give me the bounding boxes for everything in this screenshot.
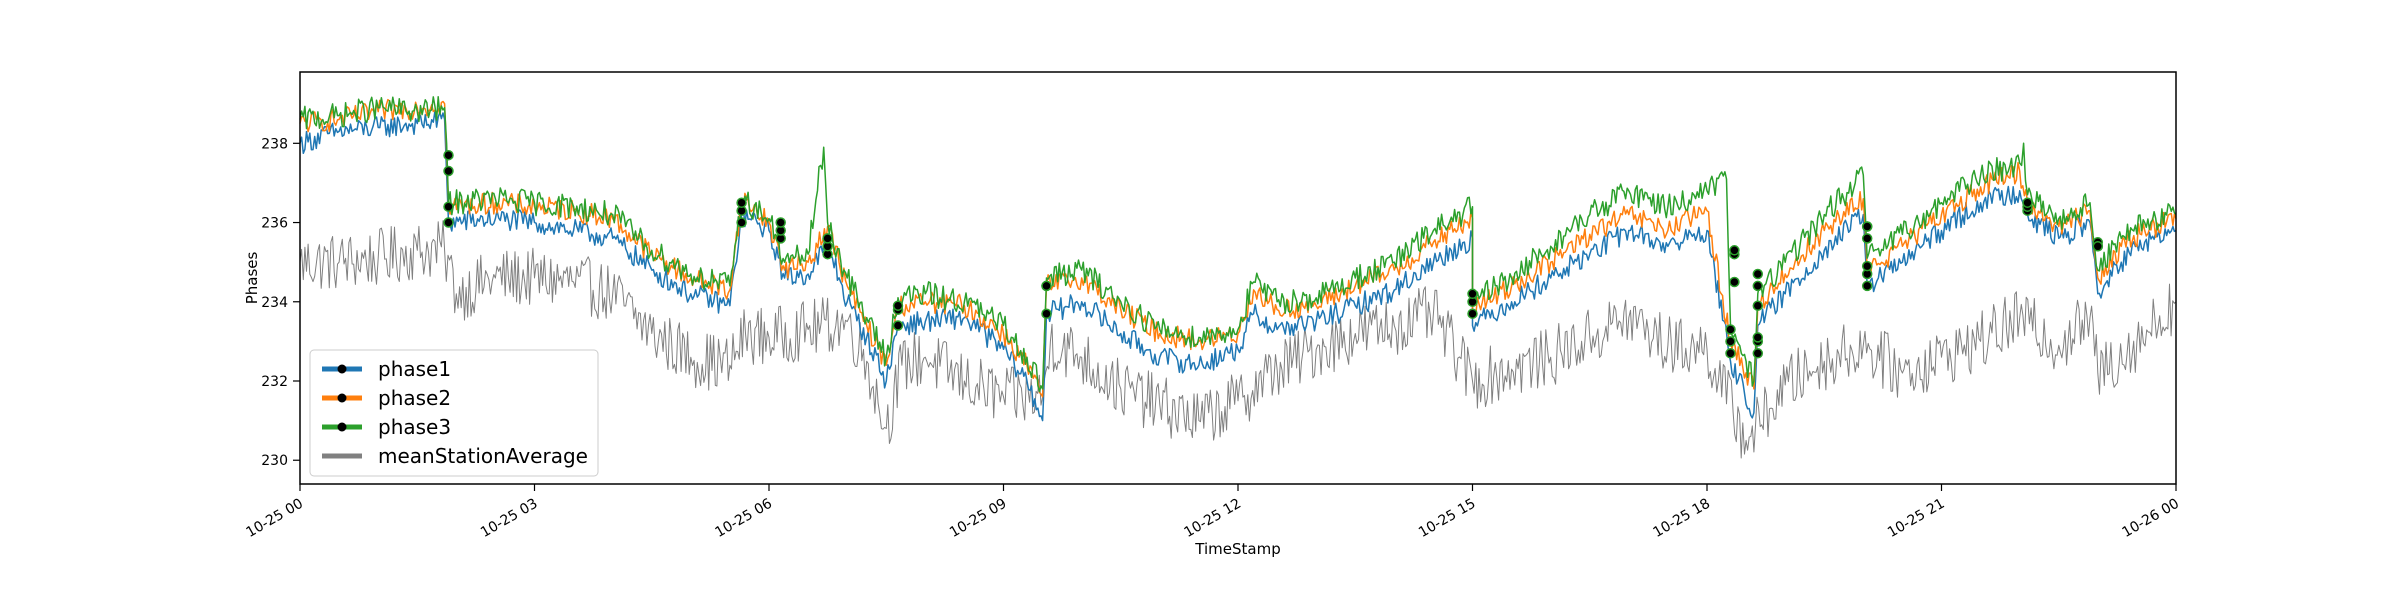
event-marker-phase1 [892,320,904,331]
event-marker-phase3 [2092,241,2104,252]
y-axis: 230 232 234 236 238 [261,136,300,469]
event-marker-phase1 [1729,276,1740,288]
y-axis-label: Phases [243,252,261,305]
event-marker-phase1 [1752,300,1764,311]
legend-marker-phase3 [337,422,347,432]
legend-label-phase2: phase2 [378,386,451,410]
legend-box [309,349,599,477]
event-marker-phase3 [1861,221,1873,232]
legend: phase1 phase2 phase3 meanStationAverage [309,349,599,477]
event-marker-phase1 [1725,348,1736,359]
legend-label-phase3: phase3 [378,415,451,439]
legend-marker-phase2 [337,393,347,403]
marker-layer [443,149,2104,359]
legend-label-meanStationAverage: meanStationAverage [378,444,588,468]
event-marker-phase1 [443,217,454,228]
series-line-phase3 [299,96,2177,393]
event-marker-phase3 [443,201,454,212]
event-marker-phase3 [822,233,833,244]
y-tick-label: 232 [261,374,288,390]
x-axis-label: TimeStamp [1194,540,1280,558]
event-marker-phase2 [1725,336,1736,347]
y-tick-label: 230 [261,453,288,469]
event-marker-phase3 [1041,280,1052,292]
event-marker-phase1 [1041,308,1052,319]
event-marker-phase3 [1467,288,1478,300]
event-marker-phase3 [736,197,747,208]
legend-label-phase1: phase1 [378,357,451,381]
legend-marker-phase1 [337,364,347,374]
event-marker-phase3 [775,217,786,228]
event-marker-phase1 [1752,348,1764,359]
event-marker-phase2 [443,165,454,177]
event-marker-phase2 [1752,280,1764,292]
event-marker-phase1 [736,217,747,228]
event-marker-phase1 [1861,233,1873,244]
event-marker-phase1 [1861,280,1873,292]
event-marker-phase3 [892,300,904,311]
event-marker-phase3 [1729,245,1740,256]
event-marker-phase3 [443,149,454,161]
y-tick-label: 238 [261,136,288,152]
event-marker-phase3 [1752,332,1764,343]
y-tick-label: 234 [261,295,288,311]
event-marker-phase3 [1861,260,1873,272]
event-marker-phase1 [1467,308,1478,319]
event-marker-phase3 [1752,268,1764,280]
event-marker-phase3 [1725,324,1736,335]
series-line-meanStationAverage [299,220,2177,459]
event-marker-phase3 [2022,197,2033,208]
y-tick-label: 236 [261,216,288,232]
